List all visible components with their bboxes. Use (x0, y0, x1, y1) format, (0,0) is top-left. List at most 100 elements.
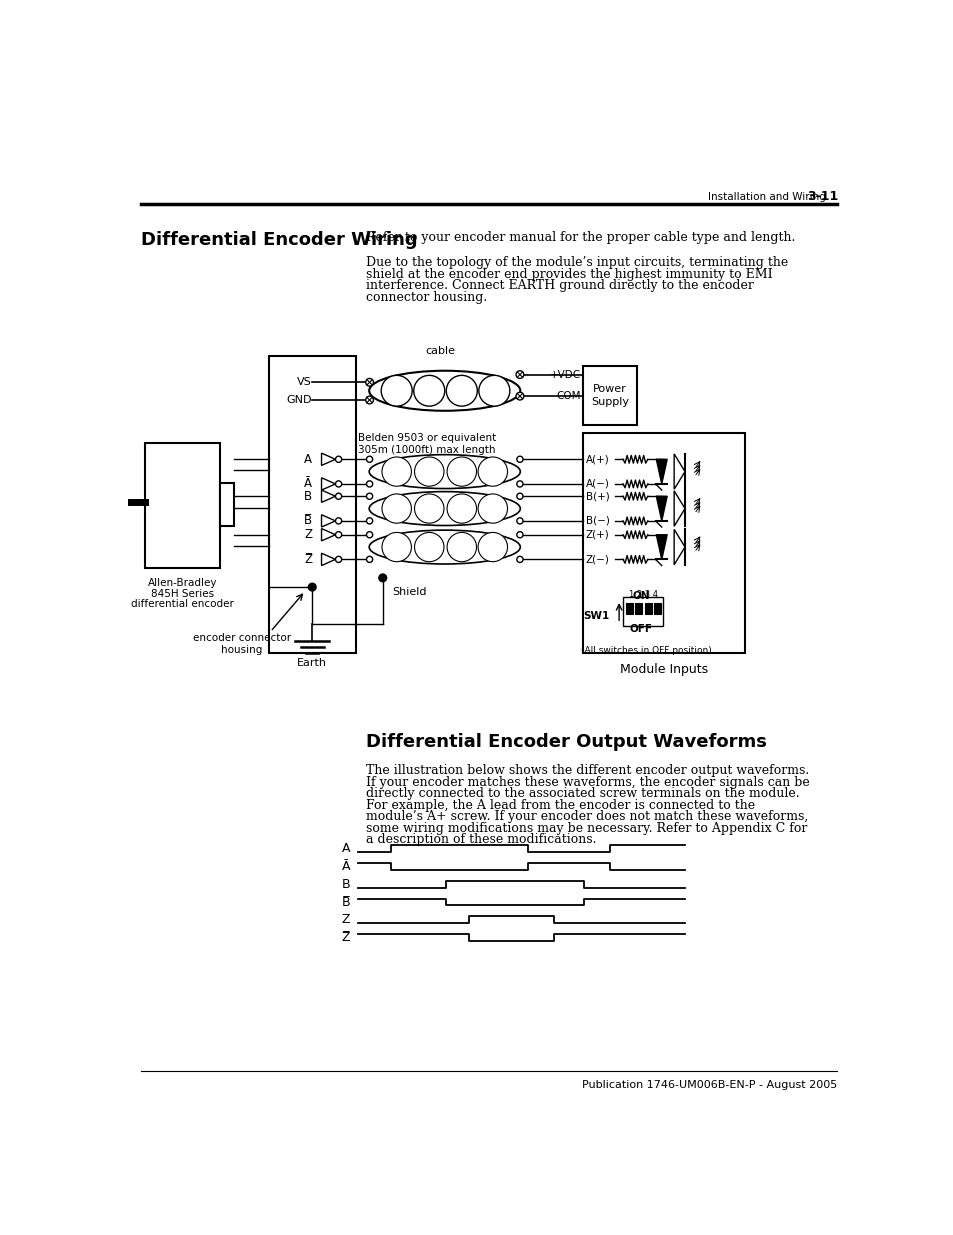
Text: Installation and Wiring: Installation and Wiring (707, 191, 825, 201)
Polygon shape (674, 454, 684, 489)
Ellipse shape (447, 457, 476, 487)
Text: The illustration below shows the different encoder output waveforms.: The illustration below shows the differe… (365, 764, 808, 777)
Circle shape (335, 456, 341, 462)
Polygon shape (656, 535, 666, 559)
Text: A(+): A(+) (585, 454, 609, 464)
Circle shape (516, 370, 523, 378)
Polygon shape (674, 530, 684, 564)
Text: If your encoder matches these waveforms, the encoder signals can be: If your encoder matches these waveforms,… (365, 776, 808, 789)
Text: B(−): B(−) (585, 516, 609, 526)
Text: B: B (304, 490, 312, 503)
Circle shape (365, 378, 373, 387)
Text: encoder connector: encoder connector (193, 634, 291, 643)
Text: VS: VS (296, 377, 311, 388)
Circle shape (517, 517, 522, 524)
Bar (654, 603, 660, 614)
Text: B(+): B(+) (585, 492, 609, 501)
Bar (582, 366, 637, 425)
Circle shape (335, 517, 341, 524)
Circle shape (308, 583, 315, 592)
Circle shape (366, 480, 373, 487)
Text: Z: Z (341, 913, 350, 926)
Polygon shape (321, 478, 335, 490)
Circle shape (335, 531, 341, 537)
Text: Z̅: Z̅ (304, 553, 312, 566)
Ellipse shape (446, 375, 476, 406)
Text: 845H Series: 845H Series (152, 589, 214, 599)
Circle shape (378, 574, 386, 582)
Circle shape (366, 456, 373, 462)
Ellipse shape (381, 494, 411, 524)
Ellipse shape (369, 370, 519, 411)
Polygon shape (321, 529, 335, 541)
Bar (644, 603, 651, 614)
Text: GND: GND (286, 395, 311, 405)
Circle shape (366, 531, 373, 537)
Bar (269, 356, 355, 652)
Circle shape (517, 456, 522, 462)
Ellipse shape (381, 532, 411, 562)
Text: OFF: OFF (629, 625, 652, 635)
Text: Differential Encoder Wiring: Differential Encoder Wiring (141, 231, 417, 248)
Circle shape (517, 556, 522, 562)
Text: Publication 1746-UM006B-EN-P - August 2005: Publication 1746-UM006B-EN-P - August 20… (581, 1079, 836, 1091)
Ellipse shape (447, 532, 476, 562)
Text: Ā: Ā (304, 478, 312, 490)
Ellipse shape (477, 494, 507, 524)
Text: B: B (341, 878, 350, 890)
Text: Earth: Earth (297, 658, 327, 668)
Text: Module Inputs: Module Inputs (619, 662, 707, 676)
Polygon shape (674, 490, 684, 526)
Bar (220, 483, 233, 526)
Text: 1 2 3 4: 1 2 3 4 (628, 590, 657, 599)
Text: A(−): A(−) (585, 479, 609, 489)
Circle shape (517, 493, 522, 499)
Bar (582, 433, 744, 652)
Circle shape (335, 556, 341, 562)
Text: B̅: B̅ (341, 895, 350, 909)
Text: Z(+): Z(+) (585, 530, 609, 540)
Circle shape (516, 393, 523, 400)
Text: connector housing.: connector housing. (365, 290, 486, 304)
Bar (635, 603, 641, 614)
Text: Refer to your encoder manual for the proper cable type and length.: Refer to your encoder manual for the pro… (365, 231, 794, 243)
Text: Power: Power (593, 384, 626, 394)
Circle shape (366, 517, 373, 524)
Ellipse shape (415, 532, 443, 562)
Ellipse shape (478, 375, 509, 406)
Polygon shape (321, 453, 335, 466)
Polygon shape (656, 459, 666, 484)
Ellipse shape (381, 457, 411, 487)
Polygon shape (656, 496, 666, 521)
Text: interference. Connect EARTH ground directly to the encoder: interference. Connect EARTH ground direc… (365, 279, 753, 293)
Circle shape (517, 480, 522, 487)
Bar (622, 597, 662, 626)
Circle shape (365, 396, 373, 404)
Text: Supply: Supply (590, 398, 628, 408)
Text: COM: COM (556, 391, 580, 401)
Text: Z̅: Z̅ (341, 931, 350, 944)
Circle shape (335, 480, 341, 487)
Ellipse shape (414, 375, 444, 406)
Text: SW1: SW1 (583, 610, 609, 621)
Text: A: A (304, 453, 312, 466)
Ellipse shape (477, 457, 507, 487)
Text: differential encoder: differential encoder (132, 599, 234, 609)
Text: For example, the A lead from the encoder is connected to the: For example, the A lead from the encoder… (365, 799, 754, 811)
Text: +VDC: +VDC (550, 369, 580, 379)
Text: 3-11: 3-11 (806, 190, 838, 204)
Text: A: A (341, 842, 350, 856)
Ellipse shape (369, 454, 519, 489)
Circle shape (517, 531, 522, 537)
Text: 305m (1000ft) max length: 305m (1000ft) max length (357, 445, 496, 454)
Ellipse shape (369, 530, 519, 564)
Text: Due to the topology of the module’s input circuits, terminating the: Due to the topology of the module’s inpu… (365, 256, 787, 269)
Text: a description of these modifications.: a description of these modifications. (365, 834, 596, 846)
Text: some wiring modifications may be necessary. Refer to Appendix C for: some wiring modifications may be necessa… (365, 823, 806, 835)
Text: Shield: Shield (392, 587, 426, 597)
Polygon shape (321, 490, 335, 503)
Text: ON: ON (632, 590, 649, 600)
Circle shape (335, 493, 341, 499)
Polygon shape (321, 553, 335, 566)
Ellipse shape (415, 494, 443, 524)
